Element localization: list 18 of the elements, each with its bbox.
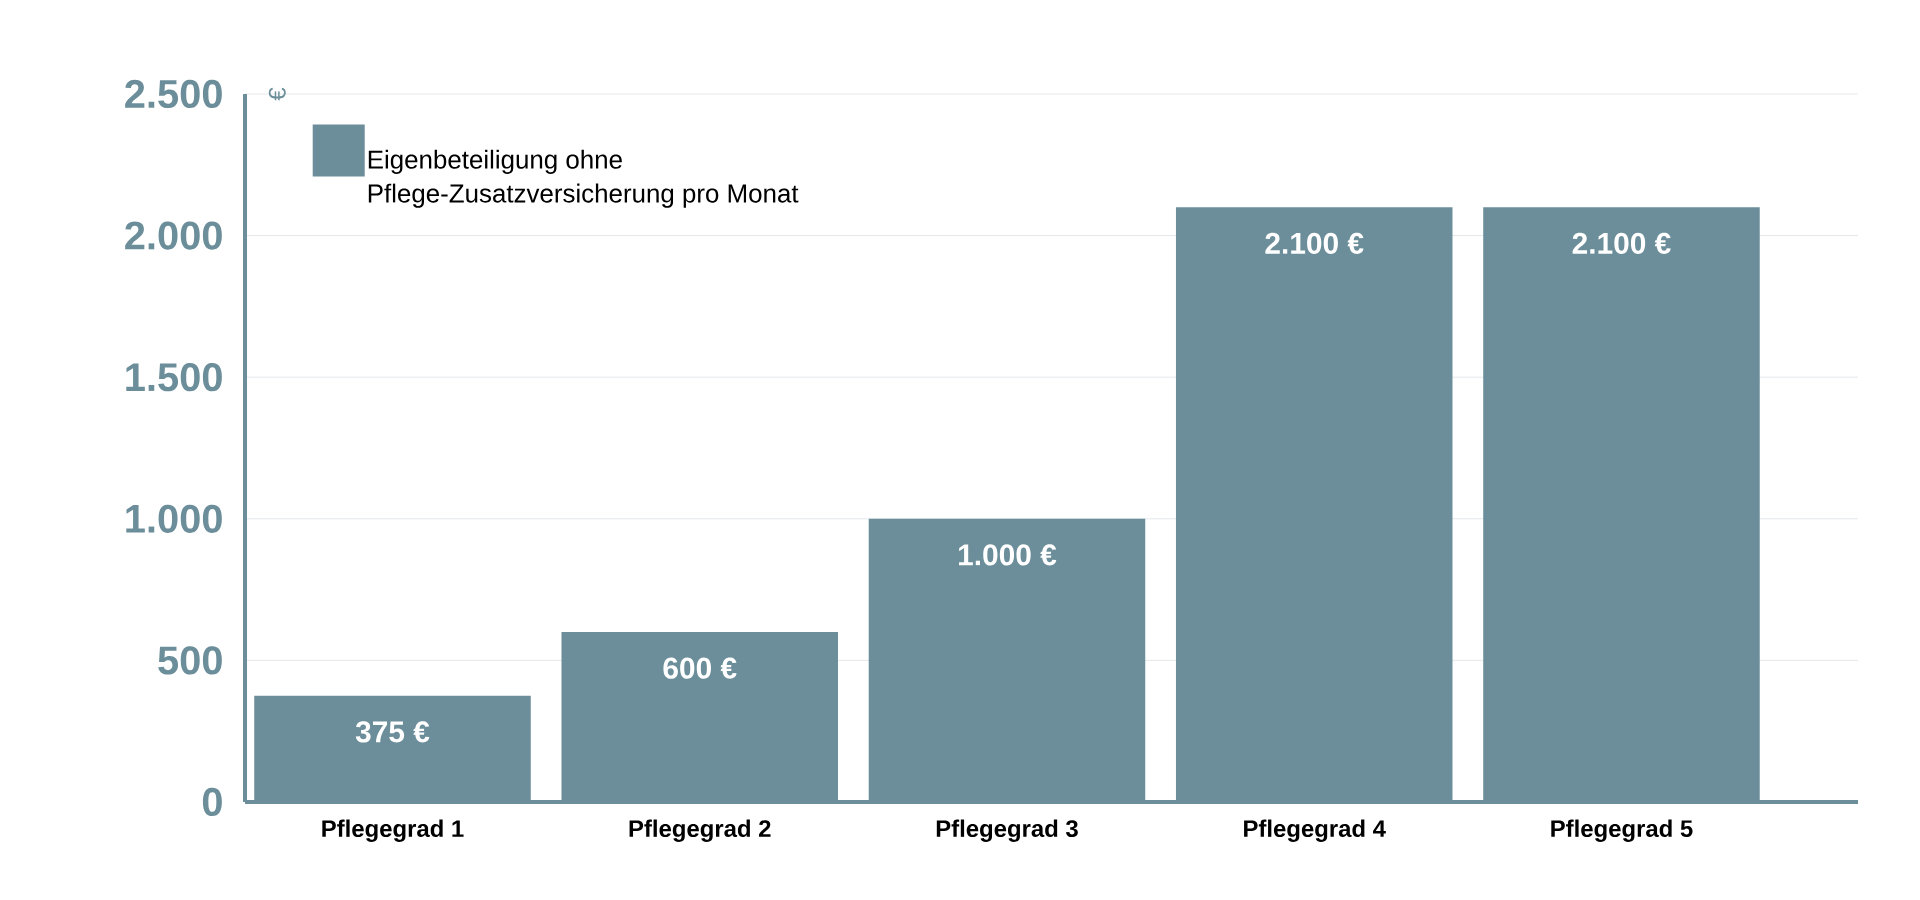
data-label: 1.000 €	[959, 544, 1057, 566]
data-label: 375 €	[355, 721, 430, 743]
x-tick-label: Pflegegrad 3	[936, 819, 1078, 842]
y-axis-title: €	[268, 87, 286, 101]
y-tick-label: 2.500	[125, 79, 222, 109]
x-tick-label: Pflegegrad 1	[322, 819, 464, 842]
y-tick-label: 0	[202, 787, 222, 817]
x-tick-label: Pflegegrad 2	[629, 819, 771, 842]
x-tick-label: Pflegegrad 4	[1244, 819, 1386, 842]
y-tick-label: 500	[158, 646, 222, 675]
legend-label: Eigenbeteiligung ohne Pflege-Zusatzversicherung pro Monat	[368, 149, 799, 208]
data-label: 2.100 €	[1265, 232, 1364, 254]
y-tick-label: 1.000	[126, 504, 222, 533]
y-tick-label: 1.500	[126, 363, 222, 392]
x-tick-label: Pflegegrad 5	[1551, 819, 1693, 842]
data-label: 2.100 €	[1572, 232, 1671, 254]
data-label: 600 €	[663, 657, 737, 679]
y-tick-label: 2.000	[125, 221, 222, 250]
